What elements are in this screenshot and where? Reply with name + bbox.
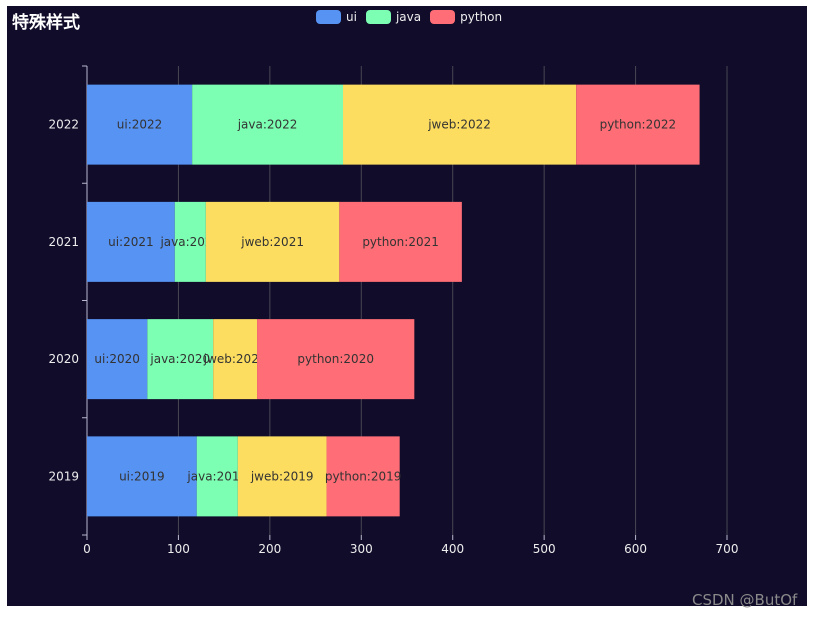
x-tick-label: 600 (624, 542, 647, 556)
legend-label: java (395, 10, 422, 24)
legend-swatch (316, 10, 341, 24)
bar-segment (326, 436, 400, 517)
bar-data-label: jweb:2019 (250, 469, 314, 483)
x-tick-label: 500 (533, 542, 556, 556)
bar-data-label: java:2021 (159, 235, 220, 249)
bar-data-label: java:2022 (237, 118, 298, 132)
bar-segment (343, 84, 577, 165)
bar-data-label: python:2019 (325, 469, 402, 483)
bar-segment (576, 84, 700, 165)
bar-segment (257, 319, 415, 400)
bar-data-label: java:2019 (186, 469, 247, 483)
bar-data-label: jweb:2020 (203, 352, 267, 366)
y-tick-label: 2022 (48, 118, 79, 132)
y-tick-label: 2020 (48, 352, 79, 366)
bar-segment (87, 319, 148, 400)
bar-data-label: ui:2020 (94, 352, 140, 366)
bar-segment (339, 201, 462, 282)
bar-data-label: jweb:2022 (427, 118, 491, 132)
bar-segment (213, 319, 258, 400)
x-tick-label: 700 (716, 542, 739, 556)
legend-label: ui (346, 10, 357, 24)
legend-item[interactable]: python (430, 10, 502, 24)
watermark: CSDN @ButOf (692, 591, 798, 609)
legend-item[interactable]: ui (316, 10, 357, 24)
chart-title: 特殊样式 (12, 13, 80, 33)
bar-data-label: python:2022 (600, 118, 677, 132)
x-tick-label: 200 (258, 542, 281, 556)
bar-segment (87, 201, 175, 282)
legend-label: python (460, 10, 503, 24)
bar-segment (174, 201, 206, 282)
bar-data-label: python:2021 (362, 235, 439, 249)
bar-segment (237, 436, 327, 517)
bar-segment (192, 84, 344, 165)
x-tick-label: 100 (167, 542, 190, 556)
legend-swatch (430, 10, 456, 24)
chart-panel: 特殊样式 ui java python 0 100 200 300 400 500 600 700… (7, 6, 807, 606)
bar-segment (87, 436, 197, 517)
x-tick-label: 400 (441, 542, 464, 556)
bar-data-label: jweb:2021 (240, 235, 304, 249)
bar-segment (196, 436, 238, 517)
bar-data-label: ui:2021 (108, 235, 154, 249)
bar-data-label: ui:2019 (119, 469, 165, 483)
plot-area: 0 100 200 300 400 500 600 700 2019 ui:2019 java:20… (48, 65, 739, 556)
legend-item[interactable]: java (365, 10, 422, 24)
legend-swatch (365, 10, 391, 24)
bar-segment (147, 319, 214, 400)
x-tick-label: 300 (350, 542, 373, 556)
bar-segment (87, 84, 193, 165)
bar-data-label: java:2020 (149, 352, 210, 366)
bar-data-label: python:2020 (297, 352, 374, 366)
y-tick-label: 2019 (48, 469, 79, 483)
y-tick-label: 2021 (48, 235, 79, 249)
x-tick-label: 0 (83, 542, 91, 556)
bar-data-label: ui:2022 (117, 118, 163, 132)
legend: ui java python (316, 10, 511, 24)
bar-segment (205, 201, 340, 282)
